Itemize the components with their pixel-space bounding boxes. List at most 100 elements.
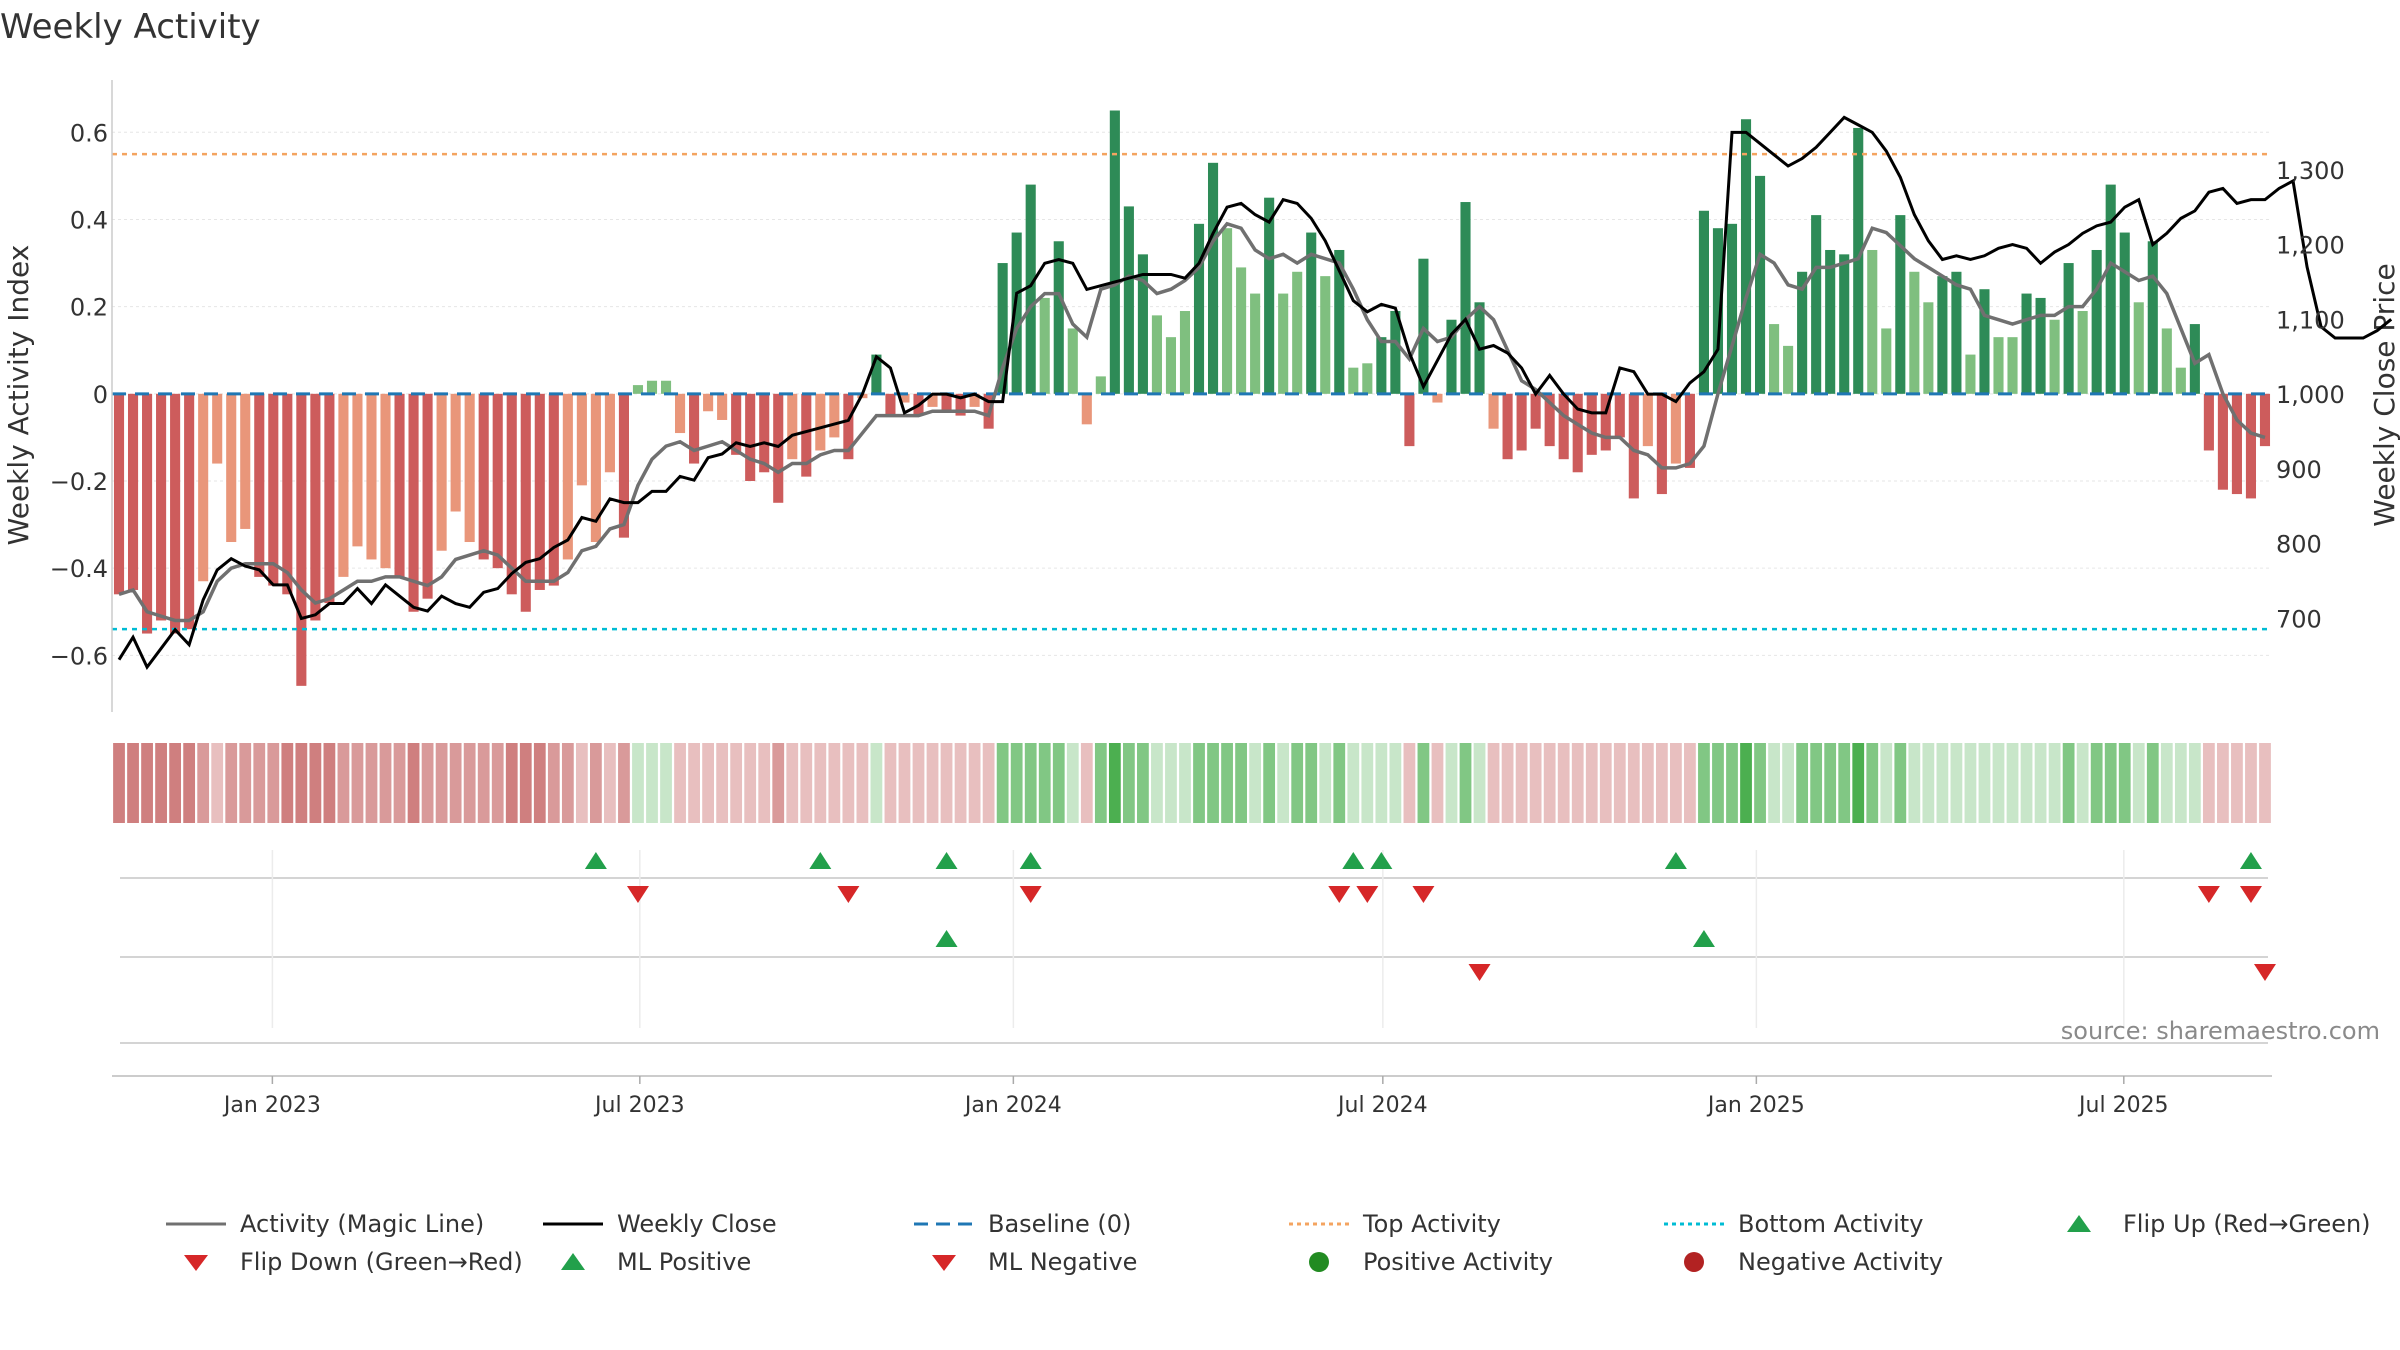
band-cell — [1052, 743, 1065, 823]
band-cell — [127, 743, 139, 823]
activity-bar — [1656, 393, 1667, 495]
triangle-up-marker — [809, 852, 832, 869]
band-cell — [926, 743, 939, 823]
activity-bar — [1109, 110, 1120, 394]
band-cell — [1445, 743, 1458, 823]
legend-item-baseline: Baseline (0) — [914, 1206, 1131, 1242]
band-cell — [1221, 743, 1233, 823]
y-tick-label: 0.2 — [70, 294, 108, 322]
triangle-up-marker — [584, 852, 607, 869]
activity-bar — [408, 393, 419, 612]
band-cell — [1838, 743, 1851, 823]
triangle-up-marker — [1692, 930, 1715, 947]
activity-bar — [113, 393, 125, 595]
activity-bar — [871, 354, 882, 394]
y2-tick-label: 900 — [2276, 456, 2322, 484]
band-cell — [1487, 743, 1500, 823]
band-cell — [1908, 743, 1921, 823]
band-cell — [632, 743, 644, 823]
triangle-down-marker — [1019, 886, 1042, 903]
activity-bar — [885, 393, 896, 416]
legend-item-flip-up: Flip Up (Red→Green) — [2049, 1206, 2371, 1242]
activity-bar — [2175, 367, 2186, 394]
band-cell — [1824, 743, 1837, 823]
activity-bar — [1712, 228, 1724, 394]
band-cell — [547, 743, 560, 823]
legend-item-magic-line: Activity (Magic Line) — [166, 1206, 484, 1242]
activity-bar — [1909, 271, 1920, 394]
band-cell — [2076, 743, 2089, 823]
band-cell — [281, 743, 294, 823]
band-cell — [758, 743, 771, 823]
band-cell — [2006, 743, 2019, 823]
band-cell — [183, 743, 196, 823]
activity-bar — [1923, 302, 1934, 394]
band-cell — [2132, 743, 2145, 823]
band-cell — [716, 743, 729, 823]
band-cell — [1066, 743, 1079, 823]
activity-bar — [338, 393, 349, 577]
green-triangle-up-icon — [561, 1253, 585, 1270]
activity-bar — [1039, 297, 1050, 394]
activity-bar — [927, 393, 938, 407]
band-cell — [113, 743, 125, 823]
band-cell — [323, 743, 336, 823]
magic-line — [118, 221, 2266, 623]
legend-label: Weekly Close — [617, 1210, 777, 1238]
activity-bar — [1236, 267, 1247, 394]
activity-bar — [282, 393, 293, 595]
activity-bar — [1895, 215, 1906, 394]
activity-bar — [1390, 311, 1401, 394]
activity-bar — [632, 385, 644, 394]
band-cell — [1347, 743, 1360, 823]
band-cell — [1684, 743, 1696, 823]
band-cell — [2034, 743, 2047, 823]
band-cell — [1543, 743, 1556, 823]
activity-bar — [759, 393, 770, 473]
y2-tick-label: 800 — [2276, 531, 2322, 559]
triangle-down-marker — [1356, 886, 1379, 903]
band-cell — [730, 743, 743, 823]
axes: 0.6 0.4 0.2 0 −0.2 −0.4 −0.6 1,300 1,200 1,100 1,0… — [50, 80, 2345, 712]
activity-bar — [1011, 232, 1022, 394]
triangle-up-marker — [1370, 852, 1393, 869]
activity-bar — [184, 393, 195, 630]
activity-bar — [170, 393, 181, 634]
legend-item-ml-negative: ML Negative — [914, 1244, 1137, 1280]
activity-bar — [1334, 249, 1345, 394]
band-cell — [1922, 743, 1935, 823]
triangle-down-marker — [626, 886, 649, 903]
band-cell — [393, 743, 406, 823]
band-cell — [155, 743, 167, 823]
activity-bar — [1025, 184, 1036, 394]
band-cell — [1768, 743, 1780, 823]
activity-bar — [478, 393, 489, 560]
band-cell — [646, 743, 658, 823]
activity-bar — [254, 393, 265, 577]
activity-bar — [156, 393, 167, 621]
band-cell — [1108, 743, 1121, 823]
band-cell — [1978, 743, 1991, 823]
activity-bar — [1053, 241, 1064, 394]
activity-bar — [506, 393, 517, 595]
triangle-up-marker — [935, 852, 958, 869]
y2-tick-label: 1,200 — [2276, 232, 2345, 260]
legend-item-positive-activity: Positive Activity — [1289, 1244, 1553, 1280]
band-cell — [1613, 743, 1626, 823]
y2-tick-label: 1,300 — [2276, 157, 2345, 185]
band-cell — [912, 743, 925, 823]
red-triangle-down-icon — [184, 1255, 208, 1271]
triangle-up-marker — [935, 930, 958, 947]
activity-bar — [142, 393, 153, 634]
x-tick-label: Jan 2025 — [1706, 1093, 1805, 1118]
activity-bar — [296, 393, 307, 686]
activity-bar — [1797, 271, 1808, 394]
band-cell — [828, 743, 841, 823]
activity-bar — [310, 393, 321, 621]
activity-bar — [2007, 337, 2018, 394]
band-cell — [1627, 743, 1640, 823]
band-cell — [1179, 743, 1191, 823]
activity-bar — [1993, 337, 2004, 394]
band-cell — [1375, 743, 1388, 823]
